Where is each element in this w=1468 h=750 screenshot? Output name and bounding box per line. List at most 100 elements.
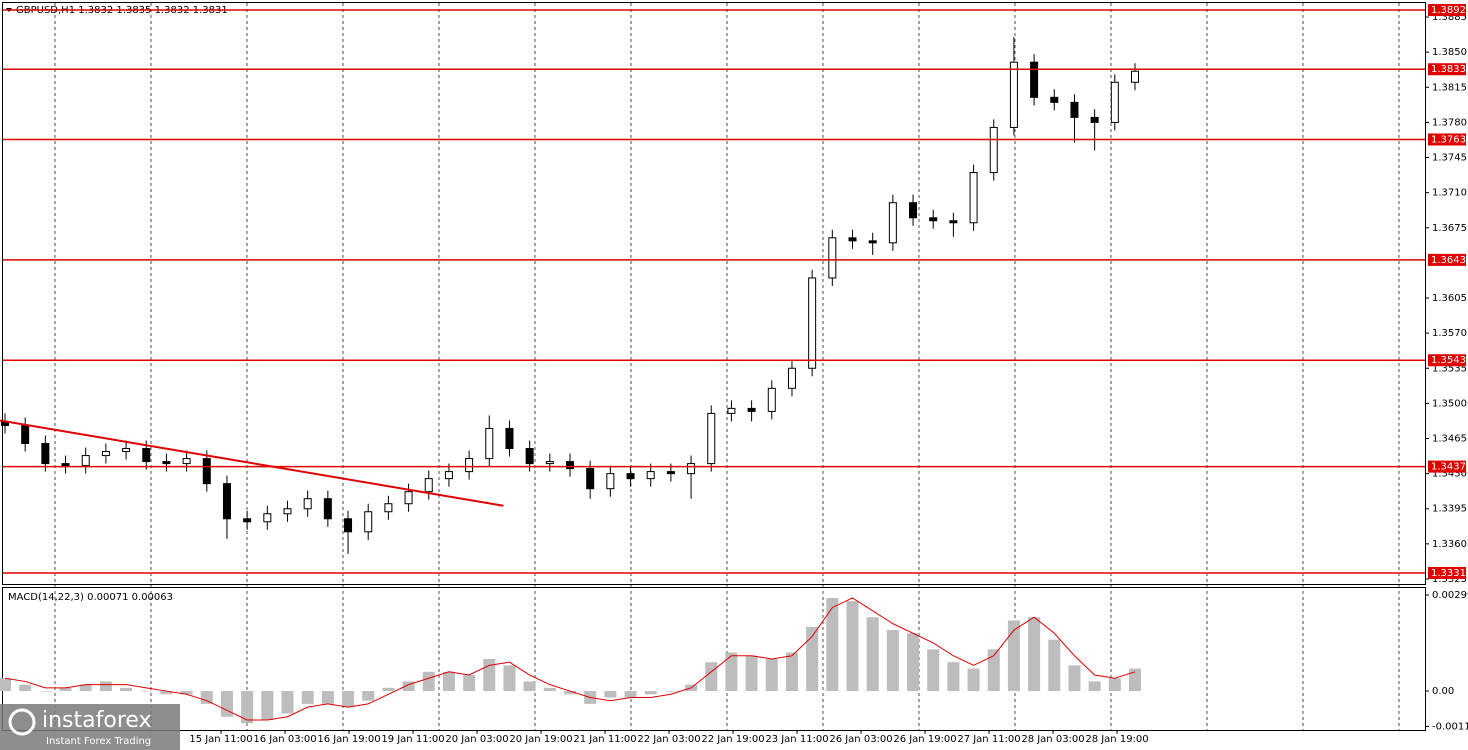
candle-body: [61, 463, 70, 467]
candle-body: [404, 491, 413, 505]
macd-bar: [785, 652, 798, 692]
macd-bar: [0, 678, 11, 692]
level-label: 1.3543: [1431, 355, 1466, 366]
candle-body: [364, 511, 373, 533]
macd-bar: [120, 687, 133, 692]
level-label-box: [1428, 460, 1466, 473]
candle-body: [646, 471, 655, 480]
level-label-box: [1428, 4, 1466, 17]
candle-body: [424, 478, 433, 493]
x-tick-label: 28 Jan 19:00: [1085, 734, 1148, 745]
macd-bar: [160, 691, 173, 695]
x-tick-label: 19 Jan 11:00: [381, 734, 444, 745]
level-label: 1.3833: [1431, 64, 1466, 75]
y-tick-label: 1.3885: [1432, 12, 1467, 23]
level-label-box: [1428, 566, 1466, 579]
macd-bar: [99, 681, 112, 692]
y-tick-label: 1.3395: [1432, 504, 1467, 515]
macd-bar: [1108, 678, 1121, 692]
macd-bar: [463, 675, 476, 692]
candle-body: [666, 471, 675, 475]
macd-bar: [442, 671, 455, 692]
macd-bar: [342, 691, 355, 708]
candle-body: [586, 468, 595, 490]
candle-body: [243, 518, 252, 523]
candle-body: [707, 412, 716, 465]
y-tick-label: -0.0011: [1432, 721, 1468, 732]
macd-bar: [907, 633, 920, 692]
trendline: [0, 419, 504, 507]
candle-body: [787, 367, 796, 389]
x-tick-label: 22 Jan 19:00: [701, 734, 764, 745]
level-label: 1.3437: [1431, 462, 1466, 473]
candle-body: [323, 498, 332, 520]
candle-body: [767, 387, 776, 412]
macd-bar: [483, 658, 496, 692]
logo-icon: [8, 708, 36, 736]
macd-bar: [886, 630, 899, 692]
candle-body: [525, 448, 534, 465]
macd-bar: [59, 687, 72, 692]
candle-body: [101, 451, 110, 457]
logo-tagline: Instant Forex Trading: [46, 736, 151, 747]
candle-body: [21, 424, 30, 445]
y-tick-label: 1.3570: [1432, 328, 1467, 339]
macd-bar: [422, 671, 435, 692]
candle-body: [727, 407, 736, 414]
macd-bar: [301, 691, 314, 704]
macd-bar: [321, 691, 334, 704]
candle-body: [344, 518, 353, 533]
macd-bar: [745, 655, 758, 692]
y-tick-label: 1.3710: [1432, 188, 1467, 199]
y-tick-label: 1.3675: [1432, 223, 1467, 234]
y-tick-label: 1.3850: [1432, 47, 1467, 58]
macd-bar: [1028, 617, 1041, 692]
y-tick-label: 1.3430: [1432, 469, 1467, 480]
macd-bar: [826, 597, 839, 692]
level-label-box: [1428, 133, 1466, 146]
candle-body: [444, 471, 453, 480]
x-tick-label: 20 Jan 19:00: [509, 734, 572, 745]
macd-bar: [241, 691, 254, 724]
candle-body: [909, 202, 918, 219]
x-tick-label: 23 Jan 11:00: [765, 734, 828, 745]
candle-body: [1090, 116, 1099, 123]
macd-frame: [2, 587, 1426, 731]
candle-body: [1050, 96, 1059, 103]
level-label: 1.3643: [1431, 255, 1466, 266]
candle-body: [989, 126, 998, 174]
x-tick-label: 15 Jan 11:00: [189, 734, 252, 745]
level-label: 1.3331: [1431, 568, 1466, 579]
y-tick-label: 1.3745: [1432, 153, 1467, 164]
y-tick-label: 1.3500: [1432, 398, 1467, 409]
candle-body: [505, 427, 514, 450]
macd-bar: [402, 681, 415, 692]
x-tick-label: 16 Jan 19:00: [317, 734, 380, 745]
candle-body: [485, 427, 494, 460]
candle-body: [545, 461, 554, 465]
x-tick-label: 26 Jan 03:00: [829, 734, 892, 745]
level-label-box: [1428, 354, 1466, 367]
candle-body: [969, 172, 978, 224]
candle-body: [122, 448, 131, 453]
macd-bar: [644, 691, 657, 695]
macd-bar: [866, 617, 879, 692]
macd-bar: [503, 665, 516, 692]
x-tick-label: 28 Jan 03:00: [1021, 734, 1084, 745]
macd-bar: [705, 662, 718, 692]
candle-body: [1070, 101, 1079, 118]
macd-bar: [39, 691, 52, 692]
macd-bar: [1088, 681, 1101, 692]
candle-body: [465, 458, 474, 473]
macd-bar: [765, 658, 778, 692]
macd-bar: [1068, 665, 1081, 692]
macd-bar: [362, 691, 375, 701]
macd-bar: [624, 691, 637, 698]
macd-bar: [19, 684, 32, 692]
candle-body: [162, 461, 171, 465]
macd-bar: [927, 649, 940, 692]
candle-body: [808, 277, 817, 369]
macd-bar: [806, 626, 819, 692]
